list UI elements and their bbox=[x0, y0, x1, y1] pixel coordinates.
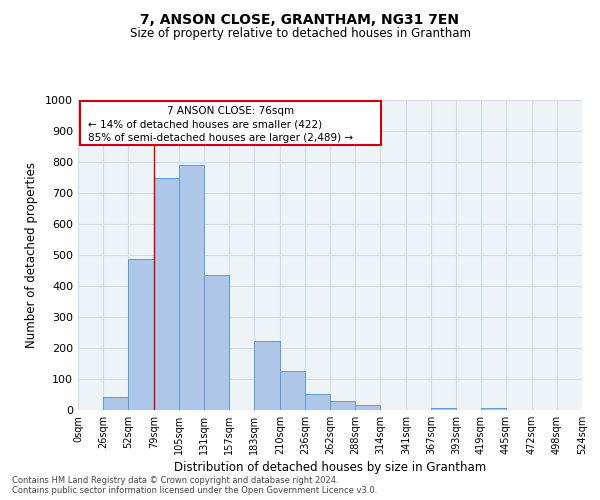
Bar bbox=[204, 275, 229, 410]
Text: 7 ANSON CLOSE: 76sqm: 7 ANSON CLOSE: 76sqm bbox=[167, 106, 294, 116]
Bar bbox=[80, 100, 381, 145]
Text: ← 14% of detached houses are smaller (422): ← 14% of detached houses are smaller (42… bbox=[88, 120, 322, 130]
Bar bbox=[481, 408, 506, 410]
Text: Size of property relative to detached houses in Grantham: Size of property relative to detached ho… bbox=[130, 28, 470, 40]
Text: 85% of semi-detached houses are larger (2,489) →: 85% of semi-detached houses are larger (… bbox=[88, 132, 353, 142]
Bar bbox=[103, 396, 128, 410]
Bar bbox=[355, 404, 380, 410]
Bar bbox=[305, 394, 330, 410]
X-axis label: Distribution of detached houses by size in Grantham: Distribution of detached houses by size … bbox=[174, 461, 486, 474]
Bar bbox=[254, 341, 280, 410]
Bar bbox=[128, 259, 154, 410]
Text: Contains public sector information licensed under the Open Government Licence v3: Contains public sector information licen… bbox=[12, 486, 377, 495]
Bar bbox=[330, 400, 355, 410]
Text: 7, ANSON CLOSE, GRANTHAM, NG31 7EN: 7, ANSON CLOSE, GRANTHAM, NG31 7EN bbox=[140, 12, 460, 26]
Bar bbox=[154, 178, 179, 410]
Bar bbox=[179, 165, 204, 410]
Bar bbox=[431, 408, 456, 410]
Y-axis label: Number of detached properties: Number of detached properties bbox=[25, 162, 38, 348]
Text: Contains HM Land Registry data © Crown copyright and database right 2024.: Contains HM Land Registry data © Crown c… bbox=[12, 476, 338, 485]
Bar bbox=[280, 370, 305, 410]
